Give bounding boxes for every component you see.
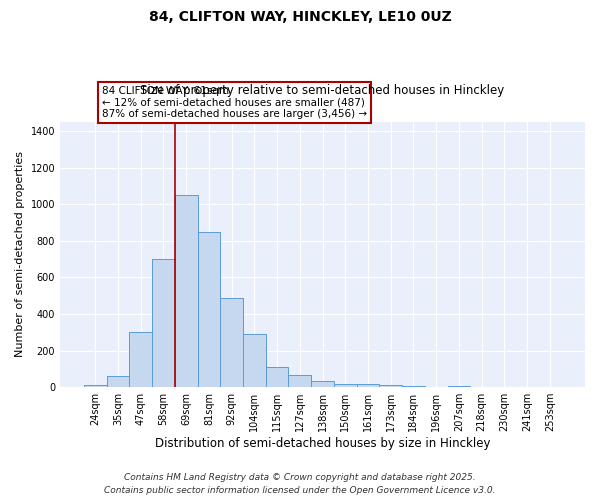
- Text: 84 CLIFTON WAY: 61sqm
← 12% of semi-detached houses are smaller (487)
87% of sem: 84 CLIFTON WAY: 61sqm ← 12% of semi-deta…: [102, 86, 367, 119]
- Bar: [266, 367, 289, 387]
- Bar: [289, 376, 311, 387]
- Text: Contains HM Land Registry data © Crown copyright and database right 2025.: Contains HM Land Registry data © Crown c…: [124, 474, 476, 482]
- Y-axis label: Number of semi-detached properties: Number of semi-detached properties: [15, 152, 25, 358]
- Text: Contains public sector information licensed under the Open Government Licence v3: Contains public sector information licen…: [104, 486, 496, 495]
- Text: 84, CLIFTON WAY, HINCKLEY, LE10 0UZ: 84, CLIFTON WAY, HINCKLEY, LE10 0UZ: [149, 10, 451, 24]
- Bar: [220, 298, 243, 387]
- Bar: [334, 384, 356, 387]
- Bar: [311, 381, 334, 387]
- Bar: [356, 384, 379, 387]
- Bar: [175, 195, 197, 387]
- Bar: [379, 385, 402, 387]
- Bar: [107, 376, 130, 387]
- X-axis label: Distribution of semi-detached houses by size in Hinckley: Distribution of semi-detached houses by …: [155, 437, 490, 450]
- Bar: [197, 232, 220, 387]
- Bar: [448, 386, 470, 387]
- Title: Size of property relative to semi-detached houses in Hinckley: Size of property relative to semi-detach…: [140, 84, 505, 97]
- Bar: [130, 332, 152, 387]
- Bar: [402, 386, 425, 387]
- Bar: [243, 334, 266, 387]
- Bar: [152, 259, 175, 387]
- Bar: [84, 386, 107, 387]
